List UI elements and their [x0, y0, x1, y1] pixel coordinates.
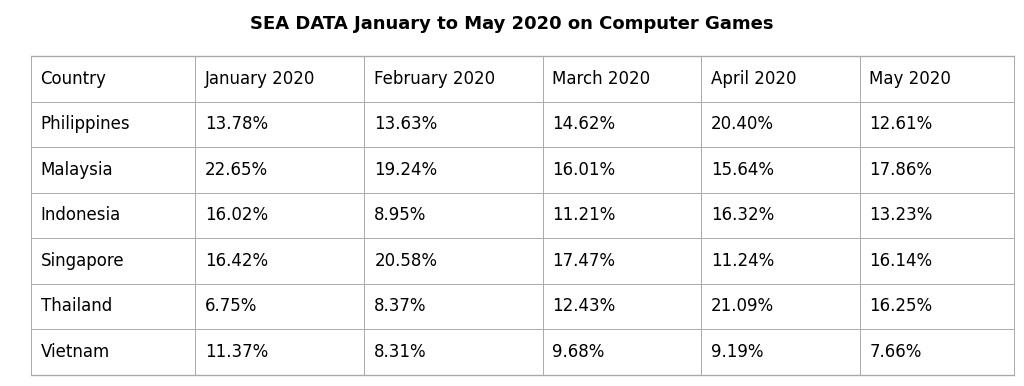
- Text: 8.31%: 8.31%: [375, 343, 427, 361]
- Text: 6.75%: 6.75%: [205, 298, 257, 315]
- Text: 13.78%: 13.78%: [205, 115, 268, 133]
- Text: 13.23%: 13.23%: [869, 207, 933, 224]
- Text: 11.37%: 11.37%: [205, 343, 268, 361]
- Text: April 2020: April 2020: [711, 70, 797, 88]
- Text: 14.62%: 14.62%: [552, 115, 615, 133]
- Text: 9.19%: 9.19%: [711, 343, 764, 361]
- Text: 17.47%: 17.47%: [552, 252, 615, 270]
- Text: Thailand: Thailand: [41, 298, 112, 315]
- Text: 20.40%: 20.40%: [711, 115, 774, 133]
- Text: 12.43%: 12.43%: [552, 298, 615, 315]
- Text: 8.37%: 8.37%: [375, 298, 427, 315]
- Text: Malaysia: Malaysia: [41, 161, 114, 179]
- Text: Singapore: Singapore: [41, 252, 124, 270]
- Text: March 2020: March 2020: [552, 70, 650, 88]
- Text: May 2020: May 2020: [869, 70, 951, 88]
- Text: 9.68%: 9.68%: [552, 343, 604, 361]
- Text: Indonesia: Indonesia: [41, 207, 121, 224]
- Text: 20.58%: 20.58%: [375, 252, 437, 270]
- Text: 16.01%: 16.01%: [552, 161, 615, 179]
- Text: 7.66%: 7.66%: [869, 343, 922, 361]
- Text: 16.02%: 16.02%: [205, 207, 268, 224]
- Text: 13.63%: 13.63%: [375, 115, 437, 133]
- Text: 21.09%: 21.09%: [711, 298, 774, 315]
- Text: January 2020: January 2020: [205, 70, 315, 88]
- Text: 16.32%: 16.32%: [711, 207, 774, 224]
- Text: 19.24%: 19.24%: [375, 161, 437, 179]
- Text: Philippines: Philippines: [41, 115, 130, 133]
- Text: 8.95%: 8.95%: [375, 207, 427, 224]
- Text: Country: Country: [41, 70, 106, 88]
- Text: February 2020: February 2020: [375, 70, 496, 88]
- Text: 11.21%: 11.21%: [552, 207, 615, 224]
- Text: 16.25%: 16.25%: [869, 298, 933, 315]
- Text: 17.86%: 17.86%: [869, 161, 933, 179]
- Text: 22.65%: 22.65%: [205, 161, 268, 179]
- Text: 16.14%: 16.14%: [869, 252, 933, 270]
- Text: Vietnam: Vietnam: [41, 343, 110, 361]
- Text: 12.61%: 12.61%: [869, 115, 933, 133]
- Text: SEA DATA January to May 2020 on Computer Games: SEA DATA January to May 2020 on Computer…: [250, 15, 774, 34]
- Text: 15.64%: 15.64%: [711, 161, 774, 179]
- Text: 16.42%: 16.42%: [205, 252, 268, 270]
- Text: 11.24%: 11.24%: [711, 252, 774, 270]
